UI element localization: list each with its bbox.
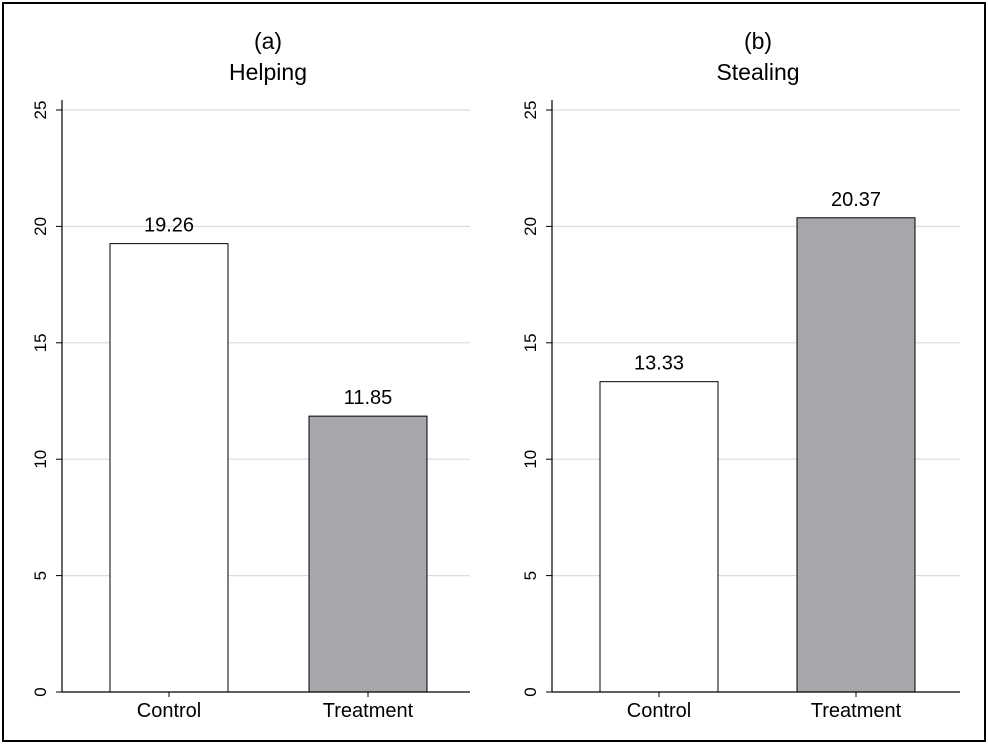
- y-tick-label: 10: [521, 450, 540, 469]
- y-tick-label: 0: [31, 687, 50, 696]
- x-tick-label: Treatment: [323, 700, 414, 722]
- y-tick-label: 10: [31, 450, 50, 469]
- y-tick-label: 15: [31, 333, 50, 352]
- x-tick-label: Control: [627, 700, 691, 722]
- bar-treatment: [308, 415, 428, 693]
- y-tick-label: 0: [521, 687, 540, 696]
- y-tick-label: 20: [521, 217, 540, 236]
- x-tick-label: Treatment: [811, 700, 902, 722]
- panel-a: (a) Helping 0 5 10 15 20 25 19.26 Control 11.85 T…: [31, 28, 470, 722]
- panel-a-plot: 0 5 10 15 20 25 19.26 Control 11.85 Treatment: [31, 100, 470, 722]
- panel-b-label: (b): [744, 28, 772, 54]
- y-tick-label: 25: [31, 101, 50, 120]
- x-tick-label: Control: [137, 700, 201, 722]
- y-tick-label: 15: [521, 333, 540, 352]
- panel-b-title: Stealing: [716, 59, 799, 85]
- y-tick-label: 5: [31, 571, 50, 580]
- data-label: 19.26: [144, 215, 194, 237]
- panel-a-label: (a): [254, 28, 282, 54]
- data-label: 13.33: [634, 353, 684, 375]
- bar-control: [109, 243, 229, 693]
- data-label: 20.37: [831, 189, 881, 211]
- y-tick-label: 20: [31, 217, 50, 236]
- panel-a-title: Helping: [229, 59, 307, 85]
- panel-b: (b) Stealing 0 5 10 15 20 25 13.33 Control 20.37…: [521, 28, 960, 722]
- panel-b-plot: 0 5 10 15 20 25 13.33 Control 20.37 Treatment: [521, 100, 960, 722]
- y-tick-label: 5: [521, 571, 540, 580]
- bar-control: [599, 381, 719, 693]
- bar-treatment: [796, 217, 916, 693]
- data-label: 11.85: [344, 387, 393, 409]
- y-tick-label: 25: [521, 101, 540, 120]
- chart-canvas: (a) Helping 0 5 10 15 20 25 19.26 Control 11.85 T…: [31, 28, 960, 722]
